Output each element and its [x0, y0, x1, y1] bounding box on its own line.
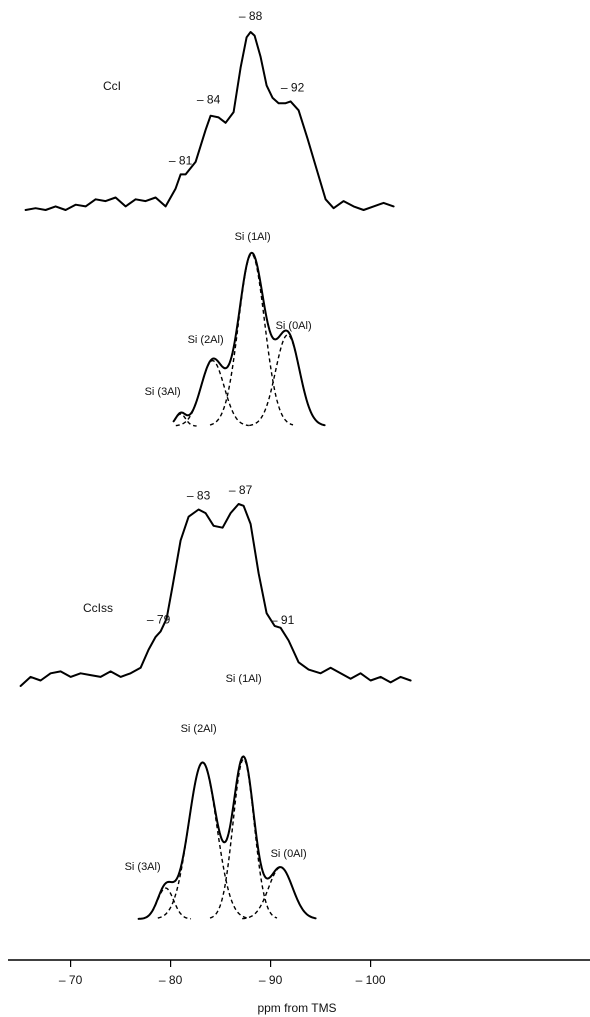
deconvolution-cci	[172, 251, 326, 427]
peak-label: – 88	[239, 9, 263, 23]
peak-labels-cciss: – 79 – 83 – 87 – 91	[147, 483, 295, 627]
measured-spectrum-cciss	[19, 503, 412, 687]
panel-label-cciss: CcIss	[83, 601, 113, 615]
component-curve	[249, 334, 325, 427]
component-label: Si (1Al)	[226, 673, 262, 685]
component-curve	[173, 413, 197, 427]
component-label: Si (0Al)	[271, 848, 307, 860]
x-tick-label: – 80	[159, 973, 183, 987]
peak-label: – 87	[229, 483, 253, 497]
peak-label: – 92	[281, 80, 305, 94]
fitted-envelope	[137, 755, 317, 920]
peak-label: – 83	[187, 489, 211, 503]
x-tick-label: – 90	[259, 973, 283, 987]
peak-label: – 84	[197, 93, 221, 107]
component-label: Si (0Al)	[276, 320, 312, 332]
component-curve	[209, 758, 278, 919]
measured-trace	[24, 31, 395, 211]
x-axis-ticks: – 70 – 80 – 90 – 100	[59, 960, 386, 987]
peak-labels-cci: – 81 – 84 – 88 – 92	[169, 9, 305, 167]
peak-label: – 81	[169, 153, 193, 167]
measured-trace	[19, 503, 412, 687]
component-label: Si (3Al)	[145, 386, 181, 398]
panel-cciss: CcIss – 79– 83– 87– 91 Si (3Al)Si (2Al)S…	[19, 483, 412, 920]
x-tick-label: – 70	[59, 973, 83, 987]
deconvolution-cciss	[137, 755, 317, 920]
fitted-envelope	[172, 251, 326, 427]
component-curve	[157, 761, 247, 919]
component-label: Si (2Al)	[181, 723, 217, 735]
x-tick-label: – 100	[356, 973, 386, 987]
peak-label: – 91	[271, 613, 295, 627]
measured-spectrum-cci	[24, 31, 395, 211]
x-axis-title: ppm from TMS	[257, 1001, 336, 1015]
panel-cci: CcI – 81– 84– 88– 92 Si (3Al)Si (2Al)Si …	[24, 9, 395, 427]
component-curve	[209, 253, 294, 426]
deconvolution-labels-cci: Si (3Al) Si (2Al) Si (1Al) Si (0Al)	[145, 231, 312, 398]
x-axis: – 70 – 80 – 90 – 100 ppm from TMS	[8, 959, 590, 1015]
deconvolution-labels-cciss: Si (3Al) Si (2Al) Si (1Al) Si (0Al)	[125, 673, 307, 873]
component-label: Si (1Al)	[235, 231, 271, 243]
component-label: Si (3Al)	[125, 861, 161, 873]
peak-label: – 79	[147, 612, 171, 626]
component-label: Si (2Al)	[188, 334, 224, 346]
component-curve	[175, 359, 249, 427]
panel-label-cci: CcI	[103, 79, 121, 93]
